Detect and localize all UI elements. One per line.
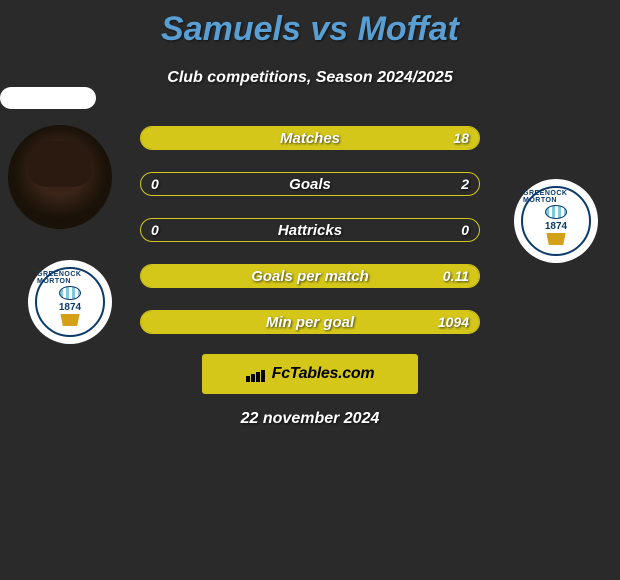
- stat-bar-goals: 0 Goals 2: [140, 172, 480, 196]
- stat-label: Min per goal: [266, 314, 354, 331]
- stat-label: Goals per match: [251, 268, 369, 285]
- player-right-avatar: [0, 87, 96, 109]
- stat-label: Hattricks: [278, 222, 342, 239]
- stat-left-value: 0: [151, 176, 159, 192]
- stat-bar-matches: Matches 18: [140, 126, 480, 150]
- stat-right-value: 1094: [438, 314, 469, 330]
- stat-bar-goals-per-match: Goals per match 0.11: [140, 264, 480, 288]
- stat-right-value: 2: [461, 176, 469, 192]
- subtitle: Club competitions, Season 2024/2025: [0, 69, 620, 87]
- stat-left-value: 0: [151, 222, 159, 238]
- stats-bars: Matches 18 0 Goals 2 0 Hattricks 0 Goals…: [140, 126, 480, 356]
- badge-ship-icon: [58, 314, 82, 326]
- stat-bar-hattricks: 0 Hattricks 0: [140, 218, 480, 242]
- stat-bar-min-per-goal: Min per goal 1094: [140, 310, 480, 334]
- stat-right-value: 18: [453, 130, 469, 146]
- club-year: 1874: [545, 221, 567, 232]
- badge-ball-icon: [59, 286, 81, 300]
- club-name: GREENOCK MORTON: [523, 190, 589, 204]
- badge-ship-icon: [544, 233, 568, 245]
- brand-badge: FcTables.com: [202, 354, 418, 394]
- stat-label: Goals: [289, 176, 331, 193]
- badge-ball-icon: [545, 205, 567, 219]
- date-text: 22 november 2024: [0, 410, 620, 428]
- stat-label: Matches: [280, 130, 340, 147]
- brand-chart-icon: [246, 366, 268, 382]
- stat-right-value: 0.11: [443, 268, 469, 284]
- club-year: 1874: [59, 302, 81, 313]
- stat-right-value: 0: [461, 222, 469, 238]
- brand-text: FcTables.com: [272, 365, 375, 383]
- page-title: Samuels vs Moffat: [0, 0, 620, 49]
- badge-inner: GREENOCK MORTON 1874: [35, 267, 105, 337]
- player-photo-placeholder: [8, 125, 112, 229]
- club-badge-right: GREENOCK MORTON 1874: [514, 179, 598, 263]
- club-badge-left: GREENOCK MORTON 1874: [28, 260, 112, 344]
- club-name: GREENOCK MORTON: [37, 271, 103, 285]
- player-left-avatar: [8, 125, 112, 229]
- badge-inner: GREENOCK MORTON 1874: [521, 186, 591, 256]
